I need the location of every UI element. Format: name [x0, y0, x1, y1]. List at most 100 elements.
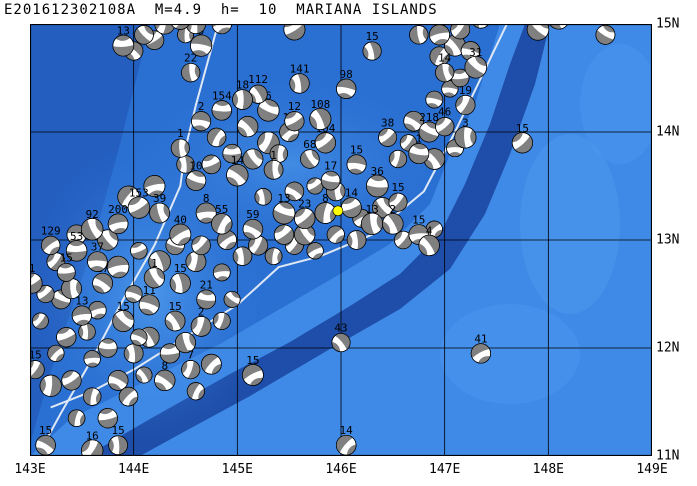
focal-mechanism: [242, 148, 264, 170]
focal-mechanism: [388, 192, 408, 212]
longitude-tick-label: 146E: [325, 462, 357, 477]
focal-mechanism: [135, 366, 153, 384]
event-depth-label: 53: [70, 230, 83, 243]
latitude-tick-label: 13N: [656, 232, 680, 248]
focal-mechanism: [314, 202, 337, 224]
event-depth-label: 12: [288, 100, 301, 113]
event-depth-label: 1: [151, 257, 158, 270]
focal-mechanism: [185, 170, 207, 191]
longitude-tick-label: 144E: [118, 462, 150, 477]
focal-mechanism: [196, 289, 217, 310]
seismicity-map: 1 129 53 92 200 153 39 40 8 55 59 13 23 8 14 13 15 15 4 2 17…: [30, 24, 652, 456]
focal-mechanism: [408, 143, 430, 165]
focal-mechanism: [148, 250, 171, 273]
focal-mechanism: [143, 267, 165, 289]
focal-mechanism: [403, 110, 424, 132]
focal-mechanism: [143, 175, 166, 197]
latitude-tick-label: 12N: [656, 340, 680, 356]
focal-mechanism: [257, 99, 280, 122]
event-depth-label: 8: [161, 359, 168, 372]
focal-mechanism: [130, 242, 148, 260]
focal-mechanism: [159, 343, 180, 364]
focal-mechanism: [206, 127, 227, 148]
event-depth-label: 10: [189, 160, 202, 173]
event-depth-label: 7: [187, 349, 194, 362]
event-depth-label: 20: [433, 24, 446, 27]
event-depth-label: 200: [108, 203, 128, 216]
event-depth-label: 3: [462, 116, 469, 129]
focal-mechanism: [112, 310, 135, 332]
focal-mechanism: [154, 369, 176, 391]
focal-mechanism: [190, 34, 213, 57]
focal-mechanism: [201, 154, 222, 175]
focal-mechanism: [435, 62, 455, 83]
longitude-tick-label: 148E: [532, 462, 564, 477]
focal-mechanism: [232, 89, 253, 110]
focal-mechanism: [388, 149, 408, 169]
focal-mechanism: [232, 246, 253, 266]
focal-mechanism: [81, 218, 104, 241]
event-depth-label: 153: [129, 187, 149, 200]
focal-mechanism: [309, 107, 332, 131]
event-depth-label: 15: [174, 262, 187, 275]
event-depth-label: 1: [415, 133, 422, 146]
focal-mechanism: [346, 230, 367, 250]
event-depth-label: 41: [474, 332, 487, 345]
event-depth-label: 15: [169, 300, 182, 313]
event-depth-label: 141: [290, 62, 310, 75]
focal-mechanism: [222, 143, 242, 164]
focal-mechanism: [454, 126, 477, 149]
focal-mechanism: [56, 263, 76, 282]
event-depth-label: 1: [30, 262, 35, 275]
event-depth-label: 15: [39, 424, 52, 437]
event-depth-label: 15: [30, 349, 42, 362]
event-depth-label: 31: [469, 46, 482, 59]
event-depth-label: 16: [86, 430, 99, 443]
focal-mechanism: [223, 290, 241, 308]
focal-mechanism: [65, 240, 88, 262]
focal-mechanism: [360, 212, 384, 235]
event-depth-label: 14: [345, 187, 359, 200]
focal-mechanism: [212, 263, 231, 282]
focal-mechanism: [470, 24, 491, 29]
focal-mechanism: [226, 164, 249, 187]
focal-mechanism: [191, 235, 211, 256]
focal-mechanism: [32, 312, 49, 330]
focal-mechanism: [98, 338, 118, 358]
focal-mechanism: [254, 188, 273, 206]
focal-mechanism: [190, 316, 212, 337]
event-depth-label: 59: [246, 208, 259, 221]
focal-mechanism: [181, 62, 201, 83]
map-frame: [30, 24, 652, 456]
focal-mechanism: [460, 41, 481, 61]
event-depth-label: 15: [246, 354, 259, 367]
focal-mechanism: [263, 159, 284, 180]
event-depth-label: 98: [340, 68, 353, 81]
focal-mechanism: [264, 247, 283, 266]
focal-mechanism: [149, 202, 170, 224]
seamount-east-1: [520, 134, 620, 314]
focal-mechanism: [335, 434, 357, 456]
focal-mechanism: [547, 24, 570, 30]
event-depth-label: 13: [365, 203, 378, 216]
focal-mechanism: [272, 201, 296, 225]
event-depth-label: 6: [265, 89, 272, 102]
event-depth-label: 2: [198, 100, 205, 113]
plate-boundary-b: [50, 24, 508, 409]
focal-mechanism: [39, 374, 62, 397]
focal-mechanism: [97, 408, 118, 429]
focal-mechanism: [107, 213, 129, 235]
focal-mechanism: [289, 73, 310, 94]
event-depth-label: 15: [365, 30, 378, 43]
focal-mechanism: [124, 285, 143, 303]
event-depth-label: 1: [177, 127, 184, 140]
focal-mechanism: [435, 117, 455, 137]
focal-mechanism: [366, 174, 389, 198]
focal-mechanism: [134, 24, 154, 45]
event-depth-label: 2: [198, 305, 205, 318]
event-depth-label: 134: [409, 24, 429, 27]
focal-mechanism: [87, 251, 108, 272]
focal-mechanism: [35, 434, 56, 456]
focal-mechanism: [336, 78, 357, 99]
